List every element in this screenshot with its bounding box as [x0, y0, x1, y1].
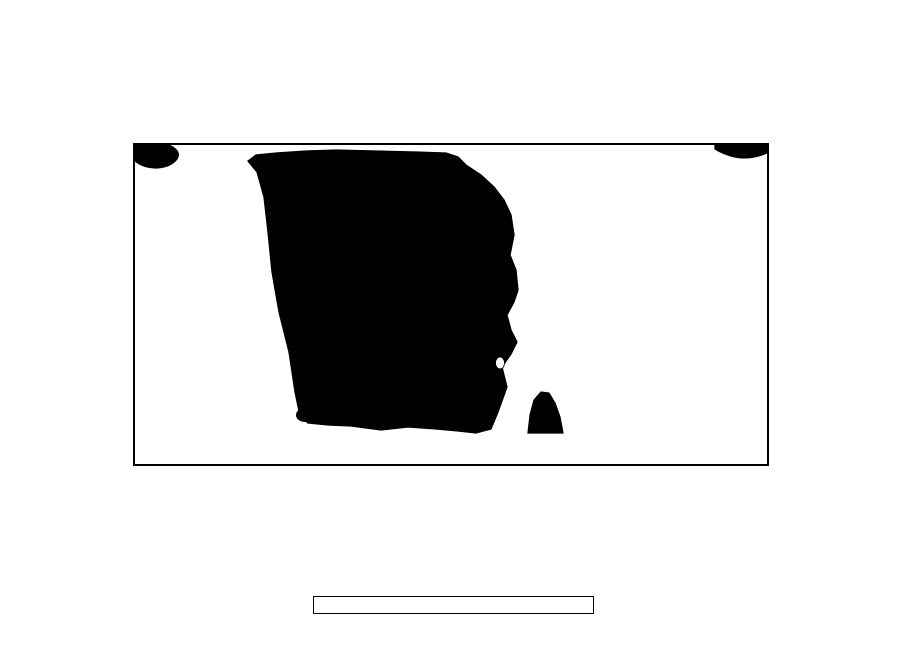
top-right-cloud-blob [714, 145, 767, 159]
saturated-region-layer [135, 145, 767, 434]
colorbar [313, 596, 594, 614]
dense-saturation-patch [422, 405, 442, 421]
dense-saturation-patch [334, 400, 366, 422]
main-saturation-blob [247, 149, 519, 434]
plot-frame [133, 143, 769, 466]
dense-saturation-patch [296, 408, 314, 422]
blob-hole [495, 356, 505, 370]
saturation-finger-blob [527, 391, 564, 434]
contour-plot [135, 145, 767, 434]
top-left-cloud-blob [135, 145, 179, 169]
dense-saturation-patch [374, 392, 410, 418]
